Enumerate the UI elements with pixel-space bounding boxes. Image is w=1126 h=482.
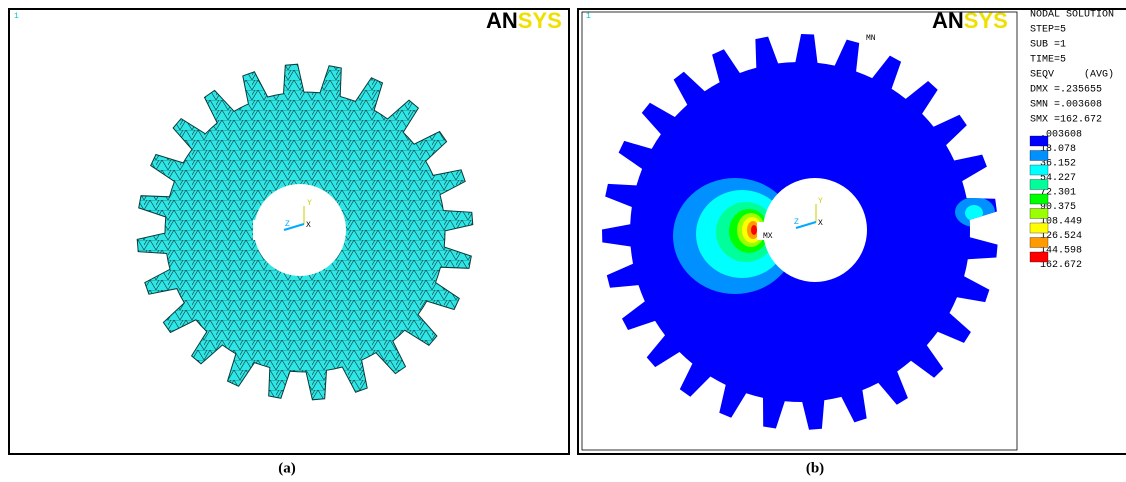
caption: (a): [278, 460, 296, 476]
legend-header: STEP=5: [1030, 25, 1066, 36]
legend-swatch: [1030, 194, 1048, 204]
triad-label: Z: [285, 220, 290, 229]
contour-band: [751, 225, 757, 235]
triad-label: Y: [307, 199, 312, 208]
legend-swatch: [1030, 165, 1048, 175]
logo: ANSYS: [486, 8, 562, 33]
legend-swatch: [1030, 223, 1048, 233]
legend-header: NODAL SOLUTION: [1030, 10, 1114, 21]
triad-label: Z: [794, 218, 799, 227]
window-number: 1: [586, 12, 591, 21]
legend-header: SMN =.003608: [1030, 100, 1102, 111]
legend-swatch: [1030, 209, 1048, 219]
triad-label: Y: [818, 197, 823, 206]
logo: ANSYS: [932, 8, 1008, 33]
legend-header: DMX =.235655: [1030, 85, 1102, 96]
legend-swatch: [1030, 238, 1048, 248]
triad-label: X: [818, 219, 823, 228]
bore: [254, 184, 346, 276]
figure: 1 ANSYS Y Z X (a) 1 ANSYS MN MX Y Z X NO…: [0, 0, 1126, 482]
bore: [763, 178, 867, 282]
caption: (b): [806, 460, 824, 476]
legend-header: SEQV (AVG): [1030, 69, 1114, 81]
legend-swatch: [1030, 180, 1048, 190]
triad-label: X: [306, 221, 311, 230]
legend-header: SUB =1: [1030, 40, 1066, 51]
legend-header: SMX =162.672: [1030, 115, 1102, 126]
legend-header: TIME=5: [1030, 55, 1066, 66]
legend-swatch: [1030, 252, 1048, 262]
legend-swatch: [1030, 151, 1048, 161]
min-label: MN: [866, 34, 876, 43]
window-number: 1: [14, 12, 19, 21]
max-label: MX: [763, 232, 773, 241]
legend-swatch: [1030, 136, 1048, 146]
keyway: [253, 220, 267, 240]
